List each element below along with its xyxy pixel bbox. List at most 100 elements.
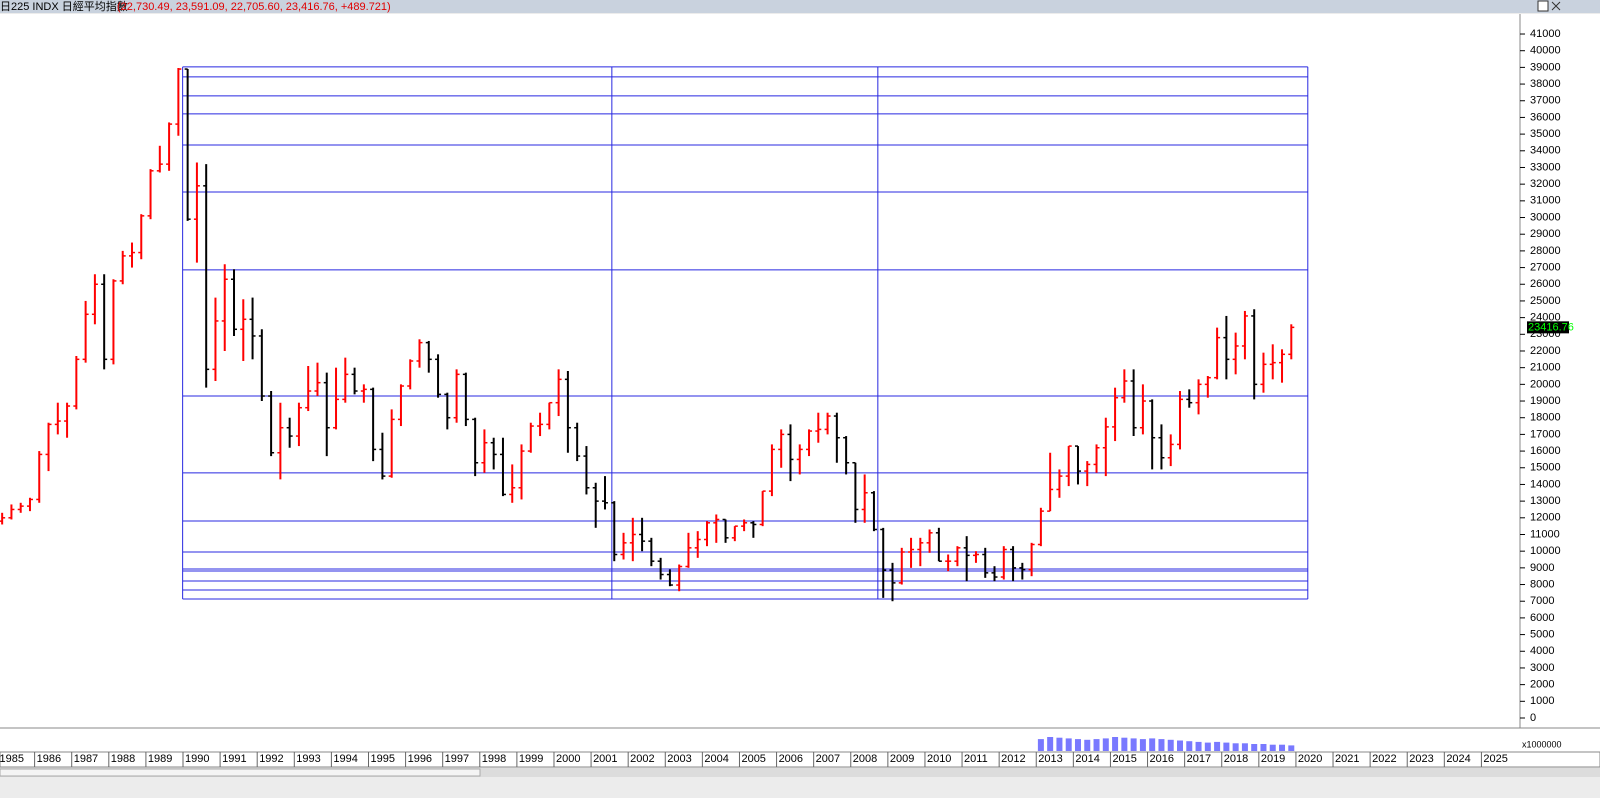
- price-tag: [1527, 321, 1569, 334]
- volume-bar: [1121, 737, 1128, 751]
- volume-bar: [1177, 740, 1184, 751]
- y-tick-label: 22000: [1530, 345, 1561, 357]
- x-tick-label: 2009: [890, 753, 914, 765]
- y-tick-label: 38000: [1530, 78, 1561, 90]
- x-tick-label: 2013: [1038, 753, 1062, 765]
- volume-bar: [1037, 739, 1044, 751]
- x-tick-label: 2008: [853, 753, 877, 765]
- plot-area: [0, 14, 1520, 728]
- price-axis: [1520, 14, 1600, 728]
- x-tick-label: 2024: [1446, 753, 1470, 765]
- y-tick-label: 13000: [1530, 495, 1561, 507]
- y-tick-label: 10000: [1530, 545, 1561, 557]
- y-tick-label: 20000: [1530, 378, 1561, 390]
- y-tick-label: 35000: [1530, 128, 1561, 140]
- y-tick-label: 4000: [1530, 645, 1554, 657]
- x-tick-label: 2010: [927, 753, 951, 765]
- x-tick-label: 1998: [482, 753, 506, 765]
- y-tick-label: 5000: [1530, 628, 1554, 640]
- volume-bar: [1269, 744, 1276, 751]
- x-tick-label: 1991: [222, 753, 246, 765]
- x-tick-label: 2018: [1224, 753, 1248, 765]
- y-tick-label: 37000: [1530, 95, 1561, 107]
- volume-bar: [1102, 738, 1109, 751]
- volume-bar: [1149, 738, 1156, 751]
- x-tick-label: 2004: [704, 753, 728, 765]
- x-tick-label: 2019: [1261, 753, 1285, 765]
- y-tick-label: 16000: [1530, 445, 1561, 457]
- x-tick-label: 1996: [408, 753, 432, 765]
- x-tick-label: 1992: [259, 753, 283, 765]
- y-tick-label: 40000: [1530, 45, 1561, 57]
- y-tick-label: 26000: [1530, 278, 1561, 290]
- y-tick-label: 8000: [1530, 578, 1554, 590]
- volume-bar: [1232, 743, 1239, 751]
- x-tick-label: 2012: [1001, 753, 1025, 765]
- y-tick-label: 1000: [1530, 695, 1554, 707]
- volume-bar: [1241, 743, 1248, 751]
- x-tick-label: 1989: [148, 753, 172, 765]
- x-tick-label: 2015: [1112, 753, 1136, 765]
- x-tick-label: 1995: [370, 753, 394, 765]
- volume-bar: [1251, 744, 1258, 751]
- y-tick-label: 27000: [1530, 261, 1561, 273]
- y-tick-label: 29000: [1530, 228, 1561, 240]
- y-tick-label: 33000: [1530, 161, 1561, 173]
- y-tick-label: 28000: [1530, 245, 1561, 257]
- volume-bar: [1112, 737, 1119, 751]
- x-tick-label: 2023: [1409, 753, 1433, 765]
- volume-bar: [1139, 739, 1146, 751]
- restore-button[interactable]: [1537, 0, 1549, 12]
- x-tick-label: 1994: [333, 753, 357, 765]
- y-tick-label: 15000: [1530, 462, 1561, 474]
- y-tick-label: 19000: [1530, 395, 1561, 407]
- volume-bar: [1223, 742, 1230, 751]
- close-button[interactable]: [1551, 1, 1561, 11]
- y-tick-label: 17000: [1530, 428, 1561, 440]
- price-tag-label: 23416.76: [1528, 321, 1574, 333]
- y-tick-label: 2000: [1530, 679, 1554, 691]
- y-tick-label: 9000: [1530, 562, 1554, 574]
- volume-bar: [1130, 738, 1137, 751]
- x-tick-label: 1997: [445, 753, 469, 765]
- volume-bar: [1186, 741, 1193, 751]
- y-tick-label: 14000: [1530, 478, 1561, 490]
- x-tick-label: 2025: [1483, 753, 1507, 765]
- x-tick-label: 1988: [111, 753, 135, 765]
- x-tick-label: 2000: [556, 753, 580, 765]
- x-tick-label: 2020: [1298, 753, 1322, 765]
- scrollbar[interactable]: [0, 768, 1600, 777]
- y-tick-label: 24000: [1530, 312, 1561, 324]
- x-tick-label: 1990: [185, 753, 209, 765]
- y-tick-label: 18000: [1530, 412, 1561, 424]
- volume-bar: [1167, 739, 1174, 751]
- x-tick-label: 2014: [1075, 753, 1099, 765]
- scroll-thumb[interactable]: [0, 768, 481, 777]
- x-tick-label: 2001: [593, 753, 617, 765]
- x-tick-label: 2003: [667, 753, 691, 765]
- x-tick-label: 1993: [296, 753, 320, 765]
- y-tick-label: 7000: [1530, 595, 1554, 607]
- volume-bar: [1288, 745, 1295, 751]
- x-tick-label: 2021: [1335, 753, 1359, 765]
- y-tick-label: 36000: [1530, 111, 1561, 123]
- time-axis: [0, 751, 1600, 768]
- y-tick-label: 0: [1530, 712, 1536, 724]
- x-tick-label: 2017: [1187, 753, 1211, 765]
- x-tick-label: 2011: [964, 753, 988, 765]
- y-tick-label: 6000: [1530, 612, 1554, 624]
- title-bar: [0, 0, 1600, 13]
- volume-bar: [1093, 739, 1100, 751]
- volume-bar: [1056, 737, 1063, 751]
- x-tick-label: 2002: [630, 753, 654, 765]
- y-tick-label: 34000: [1530, 145, 1561, 157]
- y-tick-label: 12000: [1530, 512, 1561, 524]
- header-values: (22,730.49, 23,591.09, 22,705.60, 23,416…: [117, 1, 391, 13]
- y-tick-label: 39000: [1530, 61, 1561, 73]
- volume-unit: x1000000: [1522, 739, 1562, 749]
- volume-bar: [1260, 744, 1267, 751]
- y-tick-label: 11000: [1530, 528, 1560, 540]
- y-tick-label: 30000: [1530, 211, 1561, 223]
